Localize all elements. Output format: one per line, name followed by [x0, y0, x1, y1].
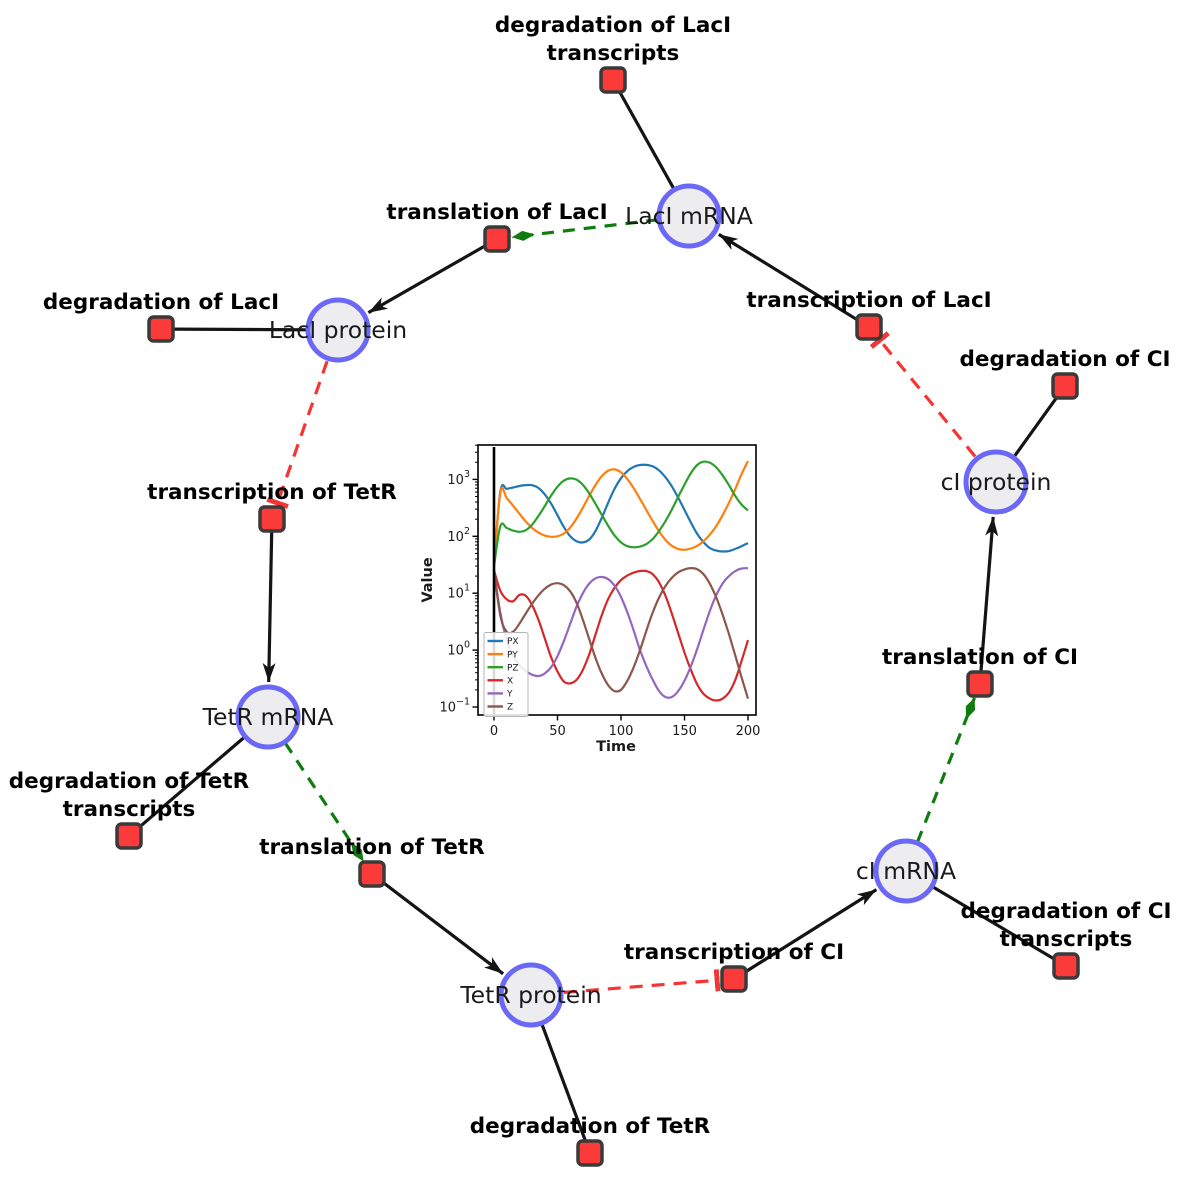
species-node-tetr_protein [498, 962, 564, 1028]
x-axis-label: Time [596, 739, 636, 755]
reaction-label-deg_ci_tx-line2: transcripts [1000, 927, 1133, 952]
species-label-laci_mrna: LacI mRNA [625, 202, 753, 230]
reaction-label-transl_laci: translation of LacI [386, 200, 607, 225]
reaction-node-deg_ci [1051, 372, 1079, 400]
edge-inhibition-ci_protein-to-txn_laci [869, 331, 977, 458]
species-node-ci_mrna [873, 838, 939, 904]
series-line-PZ [492, 460, 749, 567]
reaction-node-txn_tetr [258, 505, 286, 533]
reaction-node-txn_ci [720, 965, 748, 993]
reaction-label-txn_laci: transcription of LacI [746, 288, 991, 313]
legend-entry-PY: PY [507, 650, 518, 660]
series-line-Z [492, 567, 750, 700]
y-tick-label-10e2: 102 [447, 526, 470, 545]
y-axis-label: Value [420, 557, 436, 603]
series-line-PX [492, 463, 749, 567]
edge-production-txn_ci-to-ci_mrna [744, 888, 878, 974]
edge-consumption-ci_mrna-to-deg_ci_tx [930, 884, 1057, 962]
reaction-node-deg_laci [147, 315, 175, 343]
y-tick-label-10e0: 100 [447, 640, 470, 659]
edge-catalysis-laci_mrna-to-transl_laci [511, 218, 659, 241]
reaction-label-deg_ci_tx-line1: degradation of CI [961, 899, 1172, 924]
legend-entry-Z: Z [507, 703, 513, 713]
reaction-label-deg_tetr_tx-line2: transcripts [63, 797, 196, 822]
legend-entry-X: X [507, 677, 513, 687]
edge-production-transl_ci-to-ci_protein [979, 516, 999, 672]
reaction-label-deg_tetr: degradation of TetR [470, 1114, 711, 1139]
series-line-X [492, 569, 750, 702]
species-label-ci_mrna: cI mRNA [856, 857, 956, 885]
reaction-node-transl_ci [966, 670, 994, 698]
reaction-label-deg_laci_tx-line2: transcripts [547, 41, 680, 66]
reaction-node-deg_tetr [576, 1139, 604, 1167]
reaction-label-transl_tetr: translation of TetR [259, 835, 485, 860]
x-tick-label-200: 200 [736, 724, 761, 739]
label-layer: LacI mRNA LacI protein TetR mRNA TetR prote… [9, 13, 1172, 1139]
legend-entry-Y: Y [506, 690, 513, 700]
edge-inhibition-laci_protein-to-txn_tetr [266, 360, 329, 509]
x-tick-label-50: 50 [549, 724, 566, 739]
reaction-node-txn_laci [855, 313, 883, 341]
edge-catalysis-tetr_mrna-to-transl_tetr [283, 741, 366, 863]
reaction-node-transl_laci [483, 225, 511, 253]
species-label-tetr_mrna: TetR mRNA [202, 703, 334, 731]
species-node-laci_mrna [656, 183, 722, 249]
reaction-label-deg_laci_tx-line1: degradation of LacI [495, 13, 731, 38]
species-node-ci_protein [963, 449, 1029, 515]
y-tick-label-10e3: 103 [447, 469, 470, 488]
edge-production-transl_tetr-to-tetr_protein [381, 880, 505, 976]
reaction-node-transl_tetr [358, 860, 386, 888]
species-node-laci_protein [305, 297, 371, 363]
edge-production-transl_laci-to-laci_protein [367, 244, 487, 314]
series-line-Y [492, 567, 749, 699]
reaction-label-deg_tetr_tx-line1: degradation of TetR [9, 769, 250, 794]
node-layer [115, 66, 1080, 1167]
species-label-laci_protein: LacI protein [269, 316, 407, 344]
edge-consumption-laci_protein-to-deg_laci [172, 327, 309, 332]
reaction-label-txn_tetr: transcription of TetR [147, 480, 397, 505]
edge-inhibition-tetr_protein-to-txn_ci [563, 969, 721, 994]
edge-consumption-tetr_protein-to-deg_tetr [540, 1022, 588, 1143]
series-line-PY [492, 460, 749, 567]
x-tick-label-0: 0 [490, 724, 498, 739]
edge-production-txn_tetr-to-tetr_mrna [262, 531, 276, 683]
reaction-label-transl_ci: translation of CI [882, 645, 1078, 670]
reaction-node-deg_ci_tx [1052, 952, 1080, 980]
x-tick-label-100: 100 [609, 724, 634, 739]
edge-consumption-laci_mrna-to-deg_laci_tx [617, 89, 676, 191]
species-label-tetr_protein: TetR protein [459, 981, 601, 1009]
plot-frame [477, 444, 757, 716]
reaction-node-deg_tetr_tx [115, 822, 143, 850]
reaction-label-txn_ci: transcription of CI [624, 940, 844, 965]
legend-box [483, 632, 529, 717]
edge-production-txn_laci-to-laci_mrna [717, 233, 859, 322]
x-tick-label-150: 150 [672, 724, 697, 739]
reaction-label-deg_laci: degradation of LacI [43, 290, 279, 315]
species-node-tetr_mrna [235, 684, 301, 750]
legend-entry-PZ: PZ [507, 663, 519, 673]
reaction-node-deg_laci_tx [599, 66, 627, 94]
edge-layer [137, 89, 1060, 1143]
edge-consumption-ci_protein-to-deg_ci [1012, 394, 1060, 459]
chart-legend: PX PY PZ XYZ [483, 632, 529, 717]
reaction-label-deg_ci: degradation of CI [960, 347, 1171, 372]
legend-entry-PX: PX [507, 637, 519, 647]
species-label-ci_protein: cI protein [941, 468, 1052, 496]
edge-consumption-tetr_mrna-to-deg_tetr_tx [137, 735, 247, 830]
edge-catalysis-ci_mrna-to-transl_ci [915, 697, 976, 843]
y-tick-label-10e1: 101 [447, 583, 470, 602]
y-tick-label-10e-1: 10−1 [439, 697, 470, 716]
